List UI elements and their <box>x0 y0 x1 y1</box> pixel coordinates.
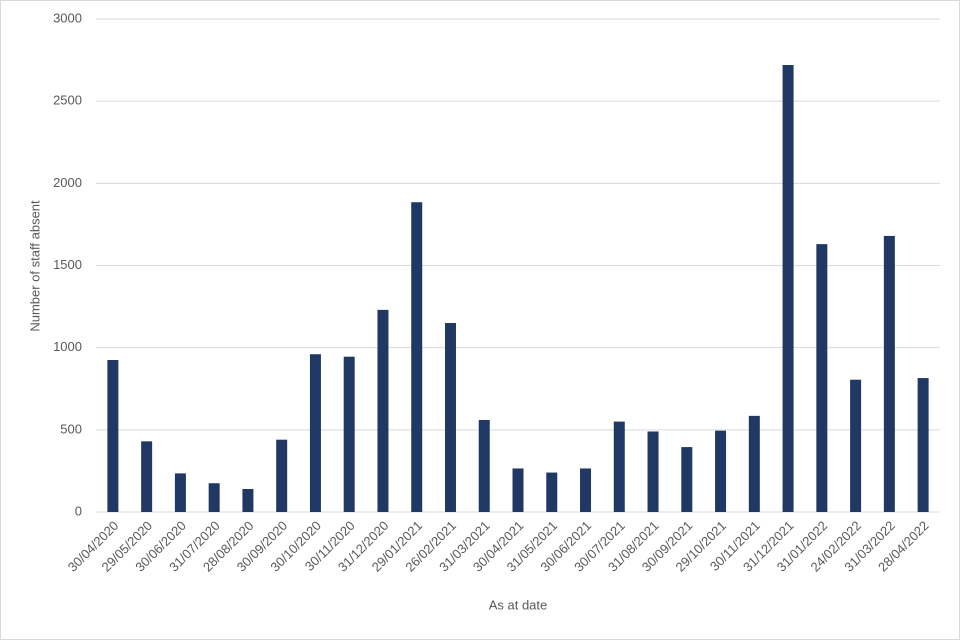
bar <box>242 488 254 512</box>
bar <box>715 430 727 512</box>
bar <box>107 359 119 512</box>
y-tick-label: 3000 <box>53 10 82 25</box>
bar <box>512 468 524 512</box>
bar <box>546 472 558 512</box>
y-tick-label: 1000 <box>53 339 82 354</box>
bar <box>444 323 456 512</box>
bar <box>377 309 389 512</box>
bar <box>208 483 220 512</box>
y-tick-label: 0 <box>75 503 82 518</box>
y-tick-label: 500 <box>60 421 82 436</box>
y-tick-label: 2000 <box>53 175 82 190</box>
bar <box>782 65 794 512</box>
bar <box>883 235 895 513</box>
bar <box>141 441 153 512</box>
bar <box>580 468 592 512</box>
x-axis-title: As at date <box>489 597 548 612</box>
y-tick-label: 2500 <box>53 93 82 108</box>
bar <box>850 379 862 512</box>
bar <box>478 419 490 512</box>
bar <box>343 356 355 512</box>
y-axis-title: Number of staff absent <box>27 200 42 332</box>
bar <box>917 378 929 512</box>
bar <box>613 421 625 512</box>
bar <box>411 202 423 512</box>
bar <box>748 415 760 512</box>
y-tick-label: 1500 <box>53 257 82 272</box>
bar <box>681 447 693 512</box>
bar <box>647 431 659 512</box>
bar <box>309 354 321 512</box>
bar <box>816 244 828 513</box>
bar <box>174 473 186 512</box>
bar <box>276 439 288 512</box>
